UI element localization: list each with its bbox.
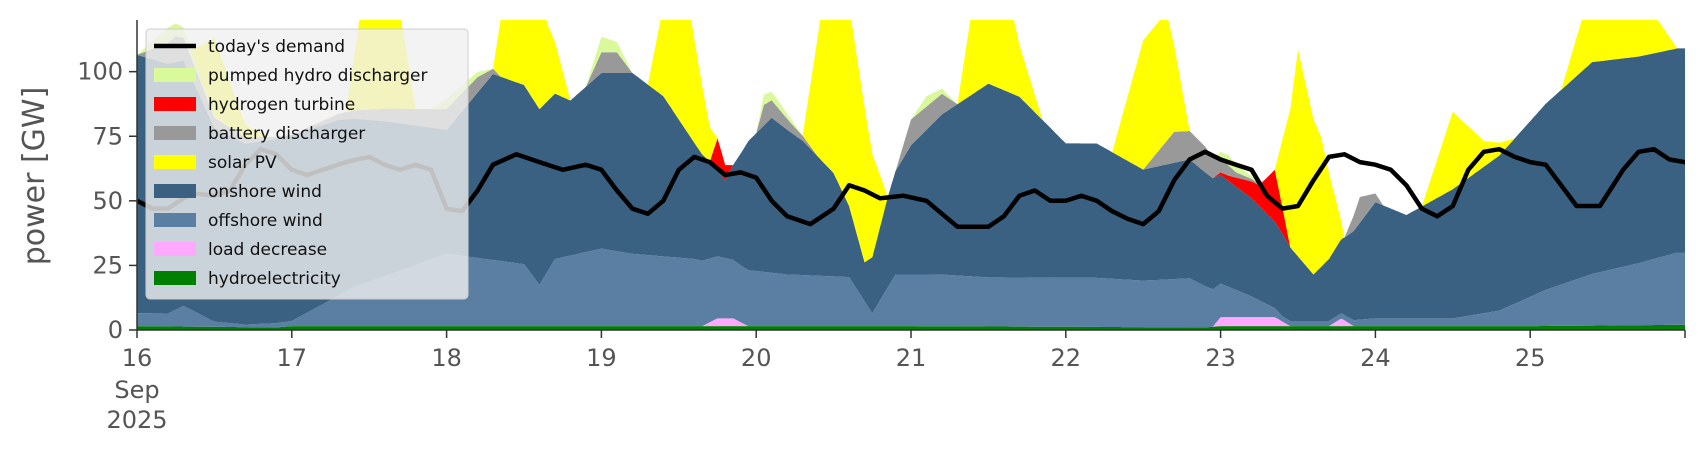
x-tick-label: 22 — [1051, 344, 1082, 372]
x-tick-label: 17 — [277, 344, 308, 372]
legend: today's demand pumped hydro discharger hyd… — [145, 28, 469, 300]
legend-swatch-hydroelectricity — [154, 271, 196, 285]
legend-label-battery-discharger: battery discharger — [208, 124, 365, 144]
stacked-areas — [137, 20, 1685, 330]
legend-swatch-onshore-wind — [154, 184, 196, 198]
y-tick-label: 100 — [77, 58, 123, 86]
legend-swatch-hydrogen-turbine — [154, 97, 196, 111]
area-offshore-wind — [137, 248, 1685, 328]
y-tick-label: 75 — [92, 122, 123, 150]
legend-swatch-offshore-wind — [154, 213, 196, 227]
legend-swatch-pumped-hydro-discharger — [154, 68, 196, 82]
x-tick-month-label: Sep — [114, 376, 159, 404]
y-axis-title: power [GW] — [17, 87, 52, 266]
legend-label-onshore-wind: onshore wind — [208, 182, 322, 202]
legend-label-pumped-hydro-discharger: pumped hydro discharger — [208, 66, 427, 86]
legend-label-load-decrease: load decrease — [208, 240, 327, 260]
legend-swatch-load-decrease — [154, 242, 196, 256]
y-tick-label: 0 — [108, 316, 123, 344]
x-tick-label: 16 — [122, 344, 153, 372]
legend-label-hydrogen-turbine: hydrogen turbine — [208, 95, 355, 115]
area-hydroelectricity — [137, 324, 1685, 330]
x-tick-label: 21 — [896, 344, 927, 372]
legend-swatch-battery-discharger — [154, 126, 196, 140]
legend-label-hydroelectricity: hydroelectricity — [208, 269, 341, 289]
legend-label-today-s-demand: today's demand — [208, 37, 345, 57]
x-tick-label: 19 — [586, 344, 617, 372]
area-onshore-wind — [137, 48, 1685, 325]
x-tick-label: 23 — [1205, 344, 1236, 372]
x-tick-label: 24 — [1360, 344, 1391, 372]
legend-box — [145, 28, 469, 300]
legend-swatch-solar-pv — [154, 155, 196, 169]
y-tick-label: 50 — [92, 187, 123, 215]
y-tick-label: 25 — [92, 251, 123, 279]
x-tick-year-label: 2025 — [106, 406, 167, 434]
x-tick-label: 20 — [741, 344, 772, 372]
legend-label-solar-pv: solar PV — [208, 153, 277, 173]
x-tick-label: 25 — [1515, 344, 1546, 372]
x-tick-label: 18 — [431, 344, 462, 372]
legend-label-offshore-wind: offshore wind — [208, 211, 323, 231]
area-solar-pv — [137, 20, 1685, 275]
